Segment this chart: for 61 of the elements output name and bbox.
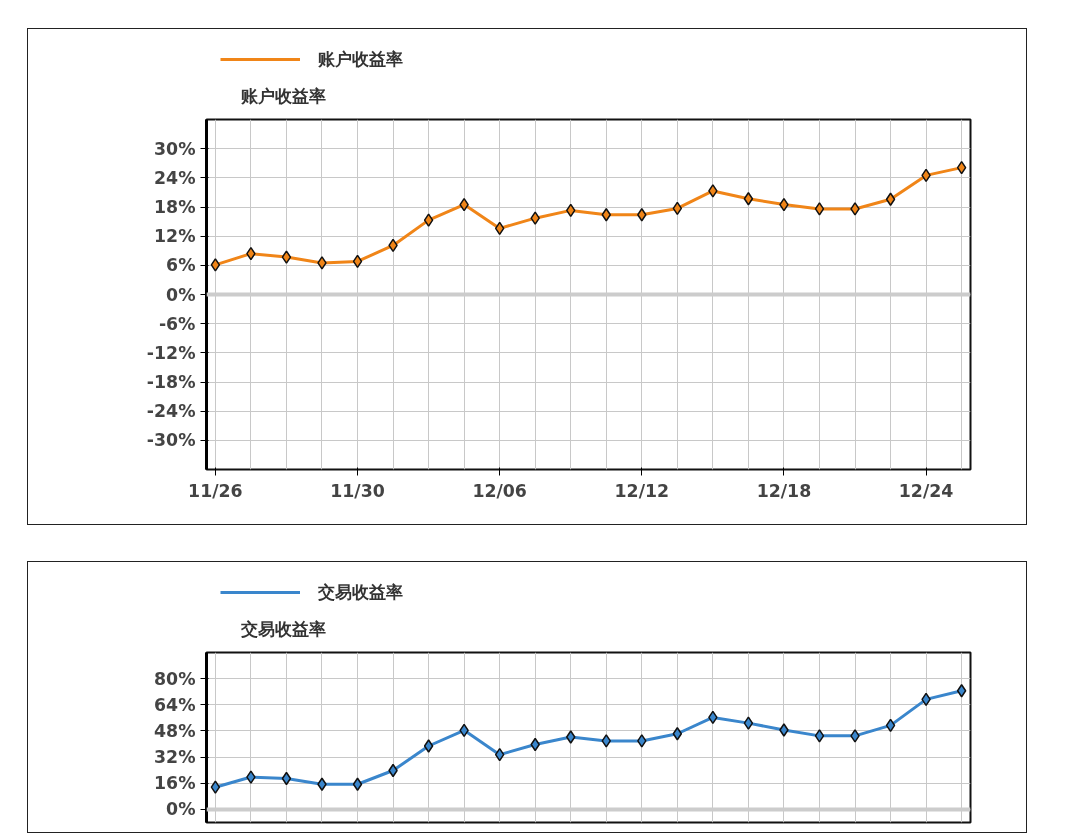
- point: [494, 747, 505, 762]
- point: [281, 250, 292, 264]
- y-tick-label: -24%: [146, 401, 196, 422]
- point: [210, 780, 221, 794]
- point: [956, 160, 967, 175]
- point: [565, 730, 576, 744]
- x-tick-label: 12/24: [898, 480, 954, 501]
- legend-label: 账户收益率: [318, 48, 403, 71]
- point: [708, 184, 718, 198]
- point: [423, 213, 434, 227]
- point: [601, 208, 612, 222]
- y-tick-label: 24%: [154, 167, 196, 188]
- x-tick-label: 12/18: [756, 480, 812, 501]
- point: [246, 770, 256, 784]
- point: [601, 734, 612, 748]
- point: [885, 192, 896, 206]
- y-tick-label: 80%: [154, 668, 196, 689]
- y-tick-label: 18%: [154, 197, 196, 217]
- point: [850, 729, 860, 743]
- point: [281, 771, 292, 786]
- point: [423, 739, 434, 753]
- point: [530, 211, 540, 225]
- y-tick-label: 30%: [154, 138, 196, 159]
- point: [956, 684, 967, 698]
- y-tick-label: 6%: [166, 255, 196, 276]
- y-tick-label: -6%: [158, 313, 196, 334]
- x-tick-label: 11/30: [330, 480, 385, 501]
- point: [352, 254, 363, 269]
- y-tick-label: 64%: [154, 694, 196, 715]
- point: [317, 777, 327, 791]
- point: [317, 256, 327, 270]
- point: [814, 729, 825, 743]
- point: [743, 191, 754, 206]
- point: [779, 723, 789, 737]
- point: [352, 777, 363, 791]
- y-tick-label: 0%: [166, 284, 196, 305]
- y-tick-label: -12%: [146, 342, 196, 363]
- y-tick-label: -18%: [146, 372, 196, 392]
- point: [850, 202, 860, 216]
- point: [672, 726, 683, 741]
- x-tick-label: 12/12: [614, 480, 670, 501]
- point: [210, 258, 221, 272]
- x-tick-label: 11/26: [188, 480, 243, 501]
- point: [743, 716, 754, 730]
- x-tick-label: 12/06: [472, 480, 527, 501]
- point: [565, 203, 576, 218]
- point: [672, 201, 683, 216]
- y-tick-label: 12%: [154, 226, 196, 247]
- point: [885, 718, 896, 733]
- point: [637, 734, 647, 748]
- point: [814, 202, 825, 216]
- y-tick-label: 32%: [154, 747, 196, 768]
- legend-label: 交易收益率: [318, 581, 403, 604]
- y-tick-label: 0%: [166, 799, 196, 820]
- y-tick-label: 16%: [154, 773, 196, 794]
- point: [494, 221, 505, 236]
- y-tick-label: 48%: [154, 720, 196, 741]
- y-axis-title: 交易收益率: [239, 618, 326, 639]
- y-axis-title: 账户收益率: [239, 85, 326, 106]
- y-tick-label: -30%: [146, 430, 196, 451]
- point: [637, 208, 647, 222]
